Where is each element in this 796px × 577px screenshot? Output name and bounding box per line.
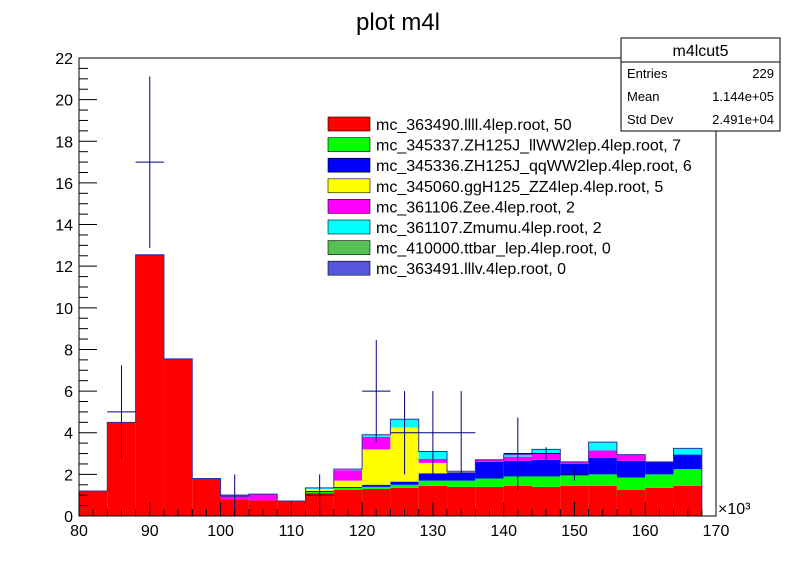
bar-segment-s2-b14	[475, 461, 504, 479]
stats-frame	[620, 37, 781, 132]
axes-layer: 80 90 100 110 120 130 140 150 160 170 0 2 4 6 8 10 12 14 1…	[55, 51, 729, 540]
bar-segment-s4-b17	[560, 461, 589, 464]
stats-value-2: 2.491e+04	[712, 112, 774, 127]
x-tick-label-1: 90	[141, 523, 159, 540]
legend-label-5: mc_361107.Zmumu.4lep.root, 2	[376, 220, 602, 237]
legend-label-0: mc_363490.llll.4lep.root, 50	[376, 117, 572, 134]
y-tick-label-4: 8	[64, 342, 73, 359]
y-tick-label-0: 0	[64, 509, 73, 526]
bar-segment-s2-b10	[362, 484, 391, 487]
legend-label-1: mc_345337.ZH125J_llWW2lep.4lep.root, 7	[376, 138, 681, 155]
bar-segment-s2-b3	[163, 358, 193, 360]
y-tick-label-1: 2	[64, 467, 73, 484]
bar-segment-s1-b12	[418, 480, 448, 486]
bar-segment-s1-b21	[673, 469, 702, 486]
x-multiplier-label: ×10³	[718, 501, 751, 518]
stack-outline	[78, 254, 703, 516]
x-tick-label-2: 100	[207, 523, 234, 540]
bar-segment-s1-b19	[616, 477, 646, 490]
legend-label-2: mc_345336.ZH125J_qqWW2lep.4lep.root, 6	[376, 158, 692, 175]
bar-segment-s5-b18	[588, 442, 617, 451]
bar-segment-s2-b18	[588, 457, 617, 475]
bar-segment-s3-b10	[362, 449, 391, 485]
chart-title: plot m4l	[356, 9, 440, 36]
x-tick-label-7: 150	[561, 523, 588, 540]
bar-segment-s1-b14	[475, 478, 504, 487]
y-tick-label-9: 18	[55, 134, 73, 151]
y-tick-label-8: 16	[55, 176, 73, 193]
bar-segment-s1-b11	[390, 484, 419, 488]
legend-label-6: mc_410000.ttbar_lep.4lep.root, 0	[376, 241, 611, 258]
y-tick-label-6: 12	[55, 259, 73, 276]
bar-segment-s5-b9	[333, 469, 363, 471]
legend-label-3: mc_345060.ggH125_ZZ4lep.4lep.root, 5	[376, 179, 663, 196]
stats-label-2: Std Dev	[627, 112, 674, 127]
stats-value-1: 1.144e+05	[712, 89, 774, 104]
data-points-layer	[107, 76, 589, 516]
bar-segment-s4-b9	[333, 470, 363, 481]
legend-swatch-3	[327, 178, 371, 194]
legend-swatch-0	[327, 116, 371, 132]
legend-label-4: mc_361106.Zee.4lep.root, 2	[376, 199, 575, 216]
bar-segment-s4-b18	[588, 450, 617, 458]
y-tick-label-11: 22	[55, 51, 73, 68]
legend-swatch-6	[327, 240, 371, 255]
legend-swatch-5	[327, 219, 371, 235]
stats-label-0: Entries	[627, 66, 668, 81]
y-tick-label-7: 14	[55, 218, 73, 235]
bar-segment-s5-b21	[673, 448, 702, 455]
legend-swatch-1	[327, 137, 371, 152]
bar-segment-s4-b10	[362, 436, 391, 450]
legend-swatch-2	[327, 157, 371, 173]
bar-segment-s1-b10	[362, 486, 391, 489]
bar-segment-s2-b9	[333, 486, 363, 488]
bar-segment-s4-b6	[248, 494, 278, 501]
y-tick-label-5: 10	[55, 301, 73, 318]
y-tick-label-10: 20	[55, 93, 73, 110]
legend: mc_363490.llll.4lep.root, 50 mc_345337.ZH…	[327, 116, 692, 278]
x-tick-label-6: 140	[490, 523, 517, 540]
bar-segment-s1-b18	[588, 474, 617, 486]
legend-swatch-7	[327, 260, 371, 276]
bar-segment-s1-b20	[645, 474, 674, 488]
x-tick-label-8: 160	[632, 523, 659, 540]
bar-segment-s2-b2	[135, 254, 164, 256]
stats-title: m4lcut5	[672, 43, 728, 60]
bar-segment-s1-b16	[531, 476, 561, 487]
bar-segment-s0-b6	[248, 500, 278, 516]
y-tick-label-3: 6	[64, 384, 73, 401]
bar-segment-s2-b20	[645, 461, 674, 475]
stats-label-1: Mean	[627, 89, 660, 104]
legend-label-7: mc_363491.lllv.4lep.root, 0	[376, 261, 566, 278]
bar-segment-s3-b9	[333, 480, 363, 487]
bar-segment-s1-b9	[333, 487, 363, 490]
bar-segment-s0-b2	[135, 255, 164, 517]
bar-segment-s2-b11	[390, 481, 419, 485]
x-tick-label-3: 110	[279, 523, 305, 540]
y-tick-label-2: 4	[64, 426, 73, 443]
bar-segment-s2-b19	[616, 460, 646, 478]
x-tick-label-5: 130	[420, 523, 447, 540]
legend-swatch-4	[327, 199, 371, 214]
bar-segment-s2-b13	[447, 472, 476, 481]
bar-segment-s1-b13	[447, 480, 476, 487]
x-tick-label-0: 80	[70, 523, 88, 540]
bar-segment-s2-b12	[418, 473, 448, 481]
x-tick-label-4: 120	[349, 523, 376, 540]
bar-segment-s4-b19	[616, 454, 646, 461]
bar-segment-s2-b21	[673, 454, 702, 470]
bar-segment-s0-b3	[163, 359, 193, 516]
x-tick-label-9: 170	[703, 523, 730, 540]
bar-segment-s4-b14	[475, 459, 504, 462]
stats-value-0: 229	[752, 66, 774, 81]
bar-segment-s2-b16	[531, 459, 561, 477]
stats-box: m4lcut5 Entries 229 Mean 1.144e+05 Std Dev 2.4…	[620, 37, 781, 132]
